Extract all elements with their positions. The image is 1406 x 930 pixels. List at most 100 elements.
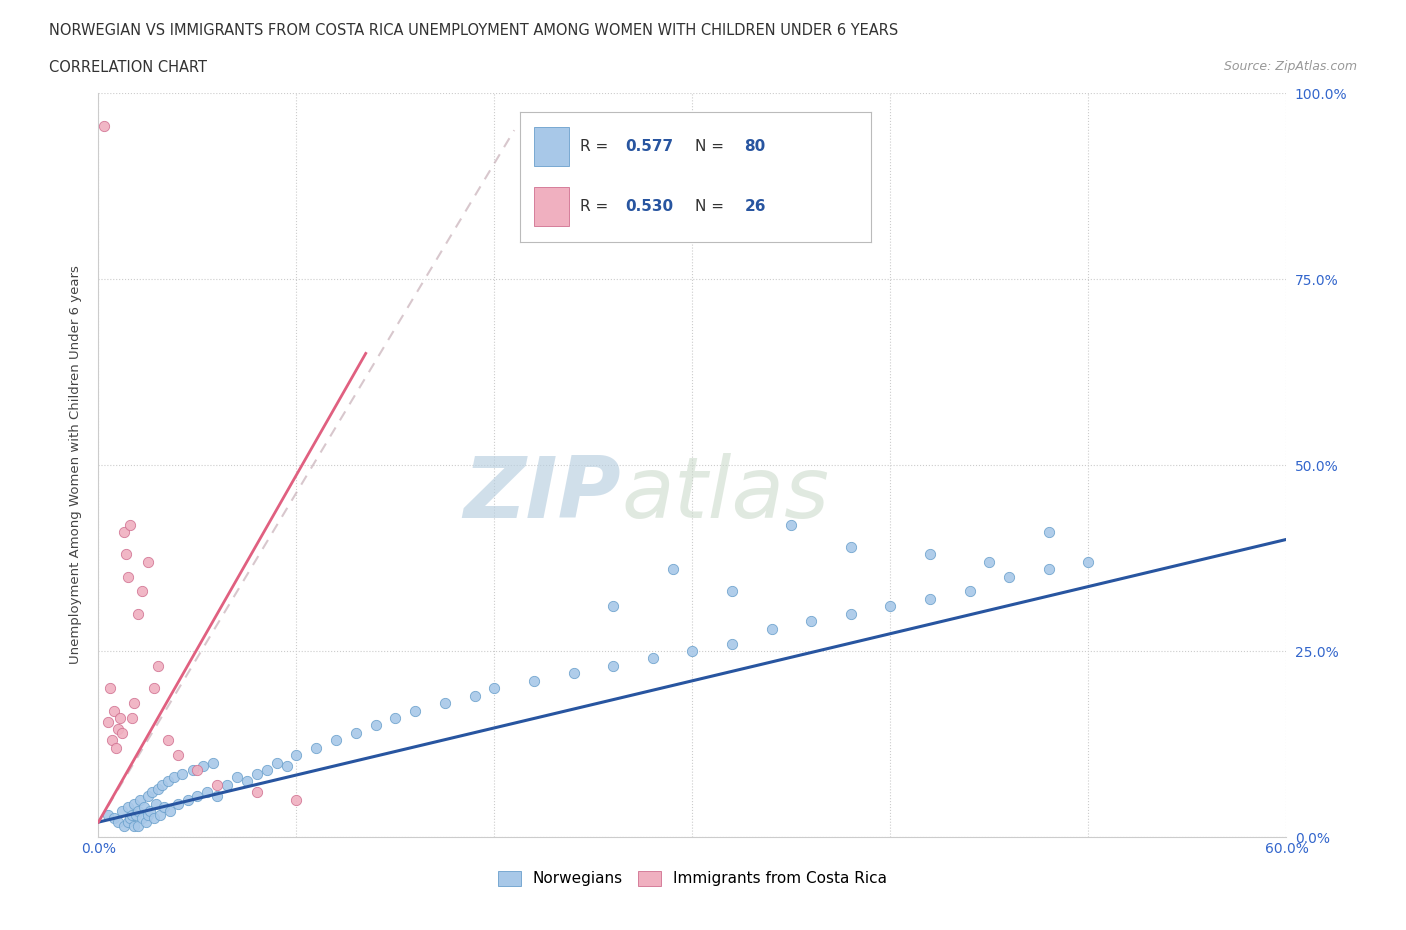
Point: [800, 614, 823, 629]
Text: atlas: atlas: [621, 453, 830, 537]
Point: [839, 539, 862, 554]
Point: [93, 119, 115, 134]
Point: [111, 804, 134, 818]
Point: [325, 733, 347, 748]
Point: [117, 815, 139, 830]
Point: [641, 651, 664, 666]
Point: [266, 755, 288, 770]
Point: [146, 781, 169, 796]
Point: [98, 681, 121, 696]
Point: [285, 792, 308, 807]
Point: [364, 718, 387, 733]
Point: [127, 804, 149, 818]
Point: [149, 807, 172, 822]
Point: [979, 554, 1001, 569]
Point: [131, 584, 153, 599]
Point: [150, 777, 173, 792]
Point: [122, 796, 145, 811]
Point: [120, 517, 142, 532]
Point: [132, 800, 155, 815]
Point: [111, 725, 134, 740]
Point: [484, 681, 506, 696]
Point: [920, 547, 942, 562]
Point: [121, 807, 143, 822]
Point: [129, 792, 152, 807]
Point: [186, 763, 208, 777]
Point: [136, 807, 159, 822]
Point: [176, 792, 198, 807]
Point: [236, 774, 259, 789]
Point: [120, 811, 142, 826]
Point: [122, 696, 145, 711]
Point: [226, 770, 249, 785]
Point: [721, 636, 744, 651]
Point: [145, 796, 167, 811]
Point: [202, 755, 225, 770]
Point: [159, 804, 181, 818]
Point: [920, 591, 942, 606]
Point: [433, 696, 456, 711]
Point: [217, 777, 239, 792]
Point: [108, 711, 131, 725]
Point: [602, 658, 624, 673]
Point: [246, 785, 269, 800]
Point: [246, 766, 269, 781]
Point: [142, 681, 165, 696]
Point: [103, 811, 125, 826]
Point: [193, 759, 215, 774]
Point: [207, 777, 229, 792]
Legend: Norwegians, Immigrants from Costa Rica: Norwegians, Immigrants from Costa Rica: [492, 864, 893, 893]
Point: [122, 818, 145, 833]
Point: [195, 785, 218, 800]
Point: [305, 740, 328, 755]
Point: [780, 517, 803, 532]
Point: [146, 658, 169, 673]
Text: Source: ZipAtlas.com: Source: ZipAtlas.com: [1223, 60, 1357, 73]
Point: [404, 703, 426, 718]
Text: ZIP: ZIP: [464, 453, 621, 537]
Point: [135, 815, 157, 830]
Point: [186, 789, 208, 804]
Point: [152, 800, 174, 815]
Point: [117, 800, 139, 815]
Point: [602, 599, 624, 614]
Point: [1038, 525, 1060, 539]
Point: [156, 733, 179, 748]
Point: [998, 569, 1021, 584]
Point: [156, 774, 179, 789]
Point: [117, 569, 139, 584]
Point: [661, 562, 683, 577]
Point: [136, 554, 159, 569]
Y-axis label: Unemployment Among Women with Children Under 6 years: Unemployment Among Women with Children U…: [69, 266, 83, 664]
Point: [384, 711, 406, 725]
Point: [136, 789, 159, 804]
Point: [163, 770, 186, 785]
Point: [127, 606, 149, 621]
Point: [112, 818, 135, 833]
Point: [285, 748, 308, 763]
Point: [121, 711, 143, 725]
Point: [562, 666, 585, 681]
Point: [101, 733, 124, 748]
Text: CORRELATION CHART: CORRELATION CHART: [49, 60, 207, 75]
Point: [523, 673, 546, 688]
Point: [97, 714, 120, 729]
Point: [761, 621, 783, 636]
Point: [131, 811, 153, 826]
Point: [721, 584, 744, 599]
Point: [107, 722, 129, 737]
Point: [141, 785, 163, 800]
Point: [103, 703, 125, 718]
Point: [142, 811, 165, 826]
Point: [107, 815, 129, 830]
Point: [166, 796, 188, 811]
Point: [1038, 562, 1060, 577]
Point: [344, 725, 367, 740]
Point: [207, 789, 229, 804]
Point: [127, 818, 149, 833]
Point: [97, 807, 120, 822]
Point: [112, 525, 135, 539]
Point: [276, 759, 298, 774]
Point: [105, 740, 128, 755]
Point: [959, 584, 981, 599]
